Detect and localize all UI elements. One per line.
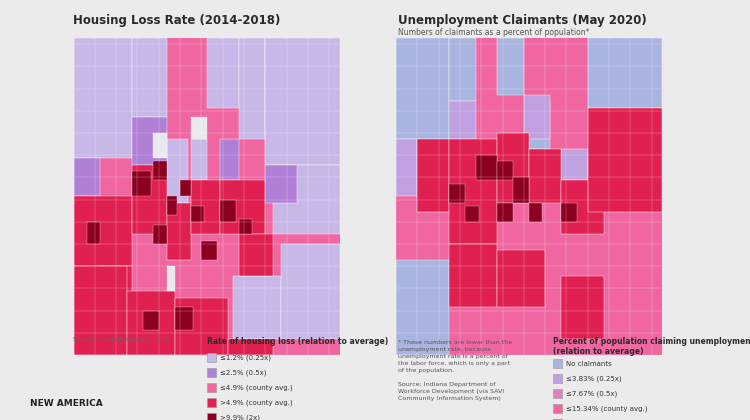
Bar bbox=[201, 241, 217, 260]
Bar bbox=[561, 149, 588, 181]
Text: ≤3.83% (0.25x): ≤3.83% (0.25x) bbox=[566, 375, 622, 382]
Bar bbox=[497, 161, 513, 181]
Bar bbox=[273, 165, 340, 234]
Bar bbox=[238, 234, 273, 276]
Text: ≤2.5% (0.5x): ≤2.5% (0.5x) bbox=[220, 369, 266, 376]
Bar bbox=[266, 38, 340, 165]
Text: ≤1.2% (0.25x): ≤1.2% (0.25x) bbox=[220, 354, 271, 361]
Bar bbox=[449, 101, 476, 139]
Bar bbox=[190, 139, 206, 181]
Bar bbox=[153, 225, 166, 244]
Bar bbox=[396, 260, 449, 355]
Bar bbox=[207, 383, 216, 392]
Bar bbox=[396, 38, 449, 139]
Bar bbox=[190, 206, 204, 222]
Bar bbox=[207, 353, 216, 362]
Bar bbox=[175, 307, 194, 330]
Bar bbox=[132, 171, 151, 196]
Bar bbox=[132, 165, 166, 234]
Bar bbox=[238, 218, 252, 234]
Bar bbox=[530, 101, 550, 149]
Text: >4.9% (county avg.): >4.9% (county avg.) bbox=[220, 399, 292, 406]
Bar bbox=[238, 38, 266, 139]
Bar bbox=[100, 266, 132, 298]
Bar bbox=[449, 184, 465, 203]
Bar bbox=[153, 161, 166, 181]
Bar bbox=[207, 368, 216, 377]
Text: * These numbers are lower than the
unemployment rate, because
unemployment rate : * These numbers are lower than the unemp… bbox=[398, 340, 512, 401]
Bar bbox=[206, 38, 238, 108]
Bar bbox=[74, 158, 100, 196]
Text: ≤15.34% (county avg.): ≤15.34% (county avg.) bbox=[566, 405, 647, 412]
Bar bbox=[465, 206, 478, 222]
Bar bbox=[74, 266, 127, 355]
Bar bbox=[228, 339, 273, 355]
Bar bbox=[190, 181, 220, 234]
Bar bbox=[553, 374, 562, 383]
Bar bbox=[281, 244, 340, 339]
Bar bbox=[142, 310, 159, 330]
Bar bbox=[166, 203, 190, 260]
Text: >9.9% (2x): >9.9% (2x) bbox=[220, 414, 260, 420]
Bar bbox=[180, 181, 190, 196]
Bar bbox=[561, 276, 604, 339]
Bar bbox=[153, 133, 166, 158]
Bar bbox=[530, 149, 561, 203]
Bar bbox=[553, 404, 562, 413]
Text: Rate of housing loss (relation to average): Rate of housing loss (relation to averag… bbox=[207, 337, 388, 346]
Bar bbox=[561, 203, 577, 222]
Text: NEW AMERICA: NEW AMERICA bbox=[30, 399, 103, 408]
Bar bbox=[132, 38, 166, 117]
Bar bbox=[233, 276, 281, 339]
Bar bbox=[74, 196, 132, 266]
Bar bbox=[449, 244, 497, 307]
Bar bbox=[87, 222, 100, 244]
Bar bbox=[190, 117, 206, 139]
Bar bbox=[166, 266, 175, 291]
Text: No claimants: No claimants bbox=[566, 360, 612, 367]
Bar bbox=[127, 291, 175, 355]
Bar bbox=[166, 196, 177, 215]
Text: Source: Eviction Lab & ATTOM: Source: Eviction Lab & ATTOM bbox=[73, 337, 168, 342]
Bar bbox=[207, 413, 216, 420]
Bar bbox=[513, 177, 529, 203]
Bar bbox=[207, 398, 216, 407]
Bar bbox=[74, 38, 132, 158]
Text: ≤7.67% (0.5x): ≤7.67% (0.5x) bbox=[566, 390, 617, 397]
Text: Housing Loss Rate (2014-2018): Housing Loss Rate (2014-2018) bbox=[73, 14, 280, 27]
Text: ≤4.9% (county avg.): ≤4.9% (county avg.) bbox=[220, 384, 292, 391]
Bar bbox=[166, 139, 188, 203]
Bar bbox=[220, 200, 236, 222]
Bar bbox=[553, 419, 562, 420]
Bar bbox=[524, 95, 550, 139]
Bar bbox=[449, 139, 497, 244]
Bar bbox=[132, 117, 166, 165]
Bar bbox=[588, 38, 662, 108]
Bar bbox=[175, 298, 228, 355]
Bar bbox=[220, 139, 239, 181]
Bar bbox=[220, 181, 266, 234]
Text: Percent of population claiming unemployment
(relation to average): Percent of population claiming unemploym… bbox=[553, 337, 750, 357]
Bar bbox=[497, 203, 513, 222]
Bar bbox=[266, 165, 297, 203]
Text: Unemployment Claimants (May 2020): Unemployment Claimants (May 2020) bbox=[398, 14, 646, 27]
Bar bbox=[449, 38, 476, 101]
Bar bbox=[561, 181, 604, 234]
Bar bbox=[553, 389, 562, 398]
Bar bbox=[497, 38, 523, 95]
Bar bbox=[588, 108, 662, 212]
Bar bbox=[476, 155, 497, 181]
Bar bbox=[497, 250, 545, 307]
Text: Numbers of claimants as a percent of population*: Numbers of claimants as a percent of pop… bbox=[398, 28, 590, 37]
Bar bbox=[497, 133, 530, 203]
Bar bbox=[396, 139, 417, 196]
Bar bbox=[553, 359, 562, 368]
Bar bbox=[530, 203, 542, 222]
Bar bbox=[417, 139, 449, 212]
